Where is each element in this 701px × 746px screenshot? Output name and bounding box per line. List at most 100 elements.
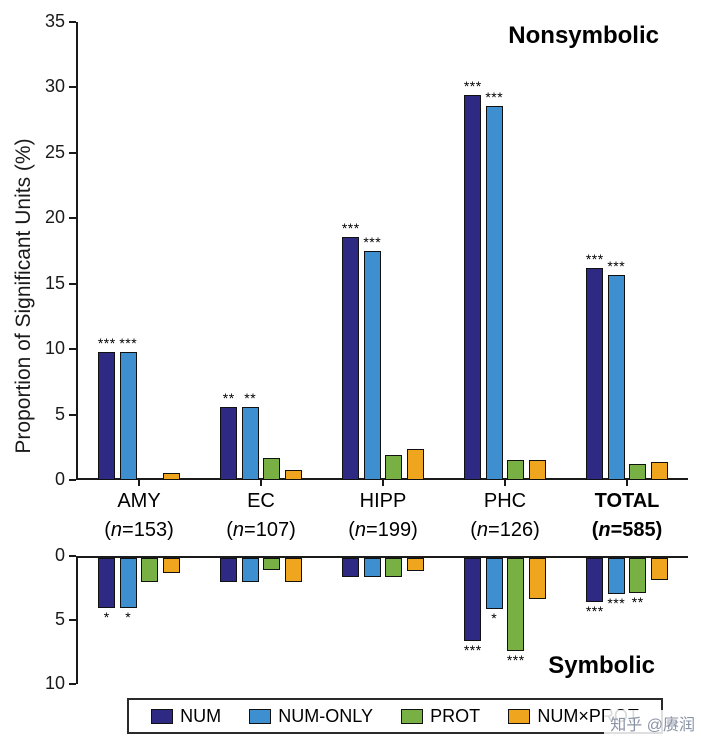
significance-stars: * bbox=[103, 608, 110, 625]
category-name: TOTAL bbox=[594, 490, 660, 512]
y-tick-label: 10 bbox=[44, 338, 65, 359]
legend-item-num-only: NUM-ONLY bbox=[249, 706, 373, 727]
bar bbox=[220, 406, 238, 480]
significance-stars: *** bbox=[119, 334, 138, 351]
bar bbox=[586, 558, 604, 602]
bar bbox=[98, 558, 116, 608]
bottom-panel-y-axis bbox=[76, 556, 78, 684]
bar bbox=[162, 558, 180, 574]
bar bbox=[650, 558, 668, 580]
bar bbox=[406, 558, 424, 571]
significance-stars: *** bbox=[607, 594, 626, 611]
bar bbox=[363, 251, 381, 480]
legend-label: NUM-ONLY bbox=[278, 705, 373, 726]
bar bbox=[162, 473, 180, 480]
y-tick-label: 25 bbox=[44, 141, 65, 162]
bar bbox=[119, 558, 137, 608]
y-tick-mark bbox=[69, 282, 76, 285]
bar bbox=[485, 558, 503, 610]
watermark: 知乎 @赓润 bbox=[604, 710, 697, 736]
category-n-label: (n=585) bbox=[591, 519, 663, 541]
symbolic-panel-title: Symbolic bbox=[548, 652, 655, 679]
y-tick-label: 0 bbox=[54, 469, 65, 489]
bar bbox=[220, 558, 238, 583]
bar bbox=[98, 351, 116, 480]
bar bbox=[284, 558, 302, 583]
significance-stars: *** bbox=[341, 219, 360, 236]
num-only-swatch bbox=[249, 708, 272, 724]
y-tick-mark bbox=[69, 413, 76, 416]
y-tick-mark bbox=[69, 619, 76, 621]
category-name: EC bbox=[247, 490, 275, 512]
y-tick-label: 15 bbox=[44, 272, 65, 293]
significance-stars: *** bbox=[463, 78, 482, 95]
x-tick-mark bbox=[382, 480, 384, 486]
significance-stars: *** bbox=[363, 234, 382, 250]
y-tick-label: 20 bbox=[44, 207, 65, 228]
category-n-label: (n=126) bbox=[470, 519, 540, 541]
category-n-label: (n=107) bbox=[226, 519, 296, 541]
bar bbox=[528, 460, 546, 480]
bar bbox=[363, 558, 381, 578]
x-tick-mark bbox=[626, 480, 628, 486]
category-name: HIPP bbox=[359, 490, 407, 512]
bar bbox=[119, 351, 137, 480]
category-name: AMY bbox=[117, 490, 161, 512]
category-n-label: (n=199) bbox=[348, 519, 418, 541]
legend-label: NUM bbox=[180, 705, 222, 726]
bar bbox=[284, 469, 302, 480]
bar bbox=[464, 558, 482, 642]
bar bbox=[629, 464, 647, 480]
y-tick-mark bbox=[69, 86, 76, 89]
x-tick-mark bbox=[260, 480, 262, 486]
bar bbox=[263, 558, 281, 570]
bar bbox=[464, 95, 482, 480]
significance-stars: *** bbox=[607, 257, 626, 274]
bottom-panel-zero-line bbox=[76, 556, 688, 558]
y-tick-label: 0 bbox=[54, 545, 65, 565]
n-symbol: n bbox=[232, 519, 245, 541]
num-swatch bbox=[151, 708, 174, 724]
nonsymbolic-panel-title: Nonsymbolic bbox=[508, 22, 659, 49]
x-tick-mark bbox=[504, 480, 506, 486]
significance-stars: ** bbox=[244, 389, 257, 406]
y-tick-mark bbox=[69, 217, 76, 220]
top-panel-zero-line bbox=[76, 478, 688, 480]
num-x-prot-swatch bbox=[508, 708, 531, 724]
significance-stars: ** bbox=[222, 389, 235, 406]
y-tick-mark bbox=[69, 348, 76, 351]
y-tick-mark bbox=[69, 21, 76, 23]
x-tick-mark bbox=[138, 480, 140, 486]
bar bbox=[385, 558, 403, 578]
bar bbox=[263, 457, 281, 480]
legend-item-prot: PROT bbox=[401, 706, 480, 727]
significance-stars: *** bbox=[485, 88, 504, 105]
y-tick-label: 5 bbox=[54, 403, 65, 424]
significance-stars: *** bbox=[506, 652, 525, 669]
y-tick-label: 35 bbox=[44, 11, 65, 31]
legend-label: PROT bbox=[430, 705, 481, 726]
y-tick-label: 10 bbox=[44, 673, 65, 693]
bar bbox=[485, 105, 503, 480]
y-tick-mark bbox=[69, 555, 76, 557]
y-tick-label: 5 bbox=[54, 609, 65, 629]
bar bbox=[528, 558, 546, 599]
bar bbox=[342, 236, 360, 480]
prot-swatch bbox=[401, 708, 424, 724]
top-panel-y-axis bbox=[76, 22, 78, 480]
n-symbol: n bbox=[598, 519, 611, 541]
significance-stars: ** bbox=[631, 593, 644, 610]
bar bbox=[342, 558, 360, 578]
bar bbox=[241, 406, 259, 480]
significance-stars: *** bbox=[97, 334, 116, 351]
bar bbox=[650, 461, 668, 480]
y-tick-mark bbox=[69, 683, 76, 685]
bar bbox=[406, 448, 424, 480]
significance-stars: *** bbox=[585, 251, 604, 267]
bar bbox=[586, 268, 604, 480]
significance-stars: *** bbox=[585, 602, 604, 619]
bar bbox=[507, 558, 525, 652]
n-symbol: n bbox=[354, 519, 367, 541]
bar bbox=[385, 455, 403, 480]
